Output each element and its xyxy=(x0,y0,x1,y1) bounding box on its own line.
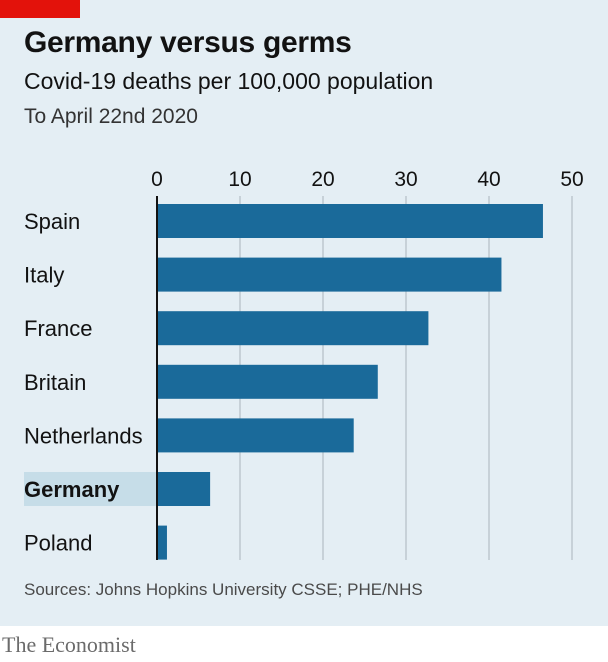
bar xyxy=(157,472,211,506)
bar-chart: 0 10 20 30 40 50 Spain Italy France Britain Nether… xyxy=(24,168,584,560)
category-label: Spain xyxy=(24,209,80,234)
x-tick-label: 50 xyxy=(560,168,583,191)
category-label: Italy xyxy=(24,263,64,288)
bar xyxy=(157,257,502,292)
bar xyxy=(157,525,167,560)
bar xyxy=(157,418,354,453)
brand-red-tag xyxy=(0,0,80,18)
bar xyxy=(157,311,429,346)
category-label: Britain xyxy=(24,370,86,395)
category-label: Germany xyxy=(24,477,120,502)
x-tick-label: 0 xyxy=(151,168,163,191)
category-label: Netherlands xyxy=(24,423,143,448)
highlight-band xyxy=(24,472,157,506)
chart-subtitle: Covid-19 deaths per 100,000 population xyxy=(24,68,434,94)
bar xyxy=(157,204,543,238)
x-tick-label: 30 xyxy=(394,168,417,191)
source-note: Sources: Johns Hopkins University CSSE; … xyxy=(24,580,423,599)
x-tick-label: 10 xyxy=(228,168,251,191)
x-tick-label: 40 xyxy=(477,168,500,191)
brand-wordmark: The Economist xyxy=(2,632,136,657)
category-label: France xyxy=(24,316,92,341)
chart-dateline: To April 22nd 2020 xyxy=(24,105,198,128)
category-label: Poland xyxy=(24,531,93,556)
x-tick-label: 20 xyxy=(311,168,334,191)
chart-title: Germany versus germs xyxy=(24,26,352,59)
bar xyxy=(157,364,378,399)
